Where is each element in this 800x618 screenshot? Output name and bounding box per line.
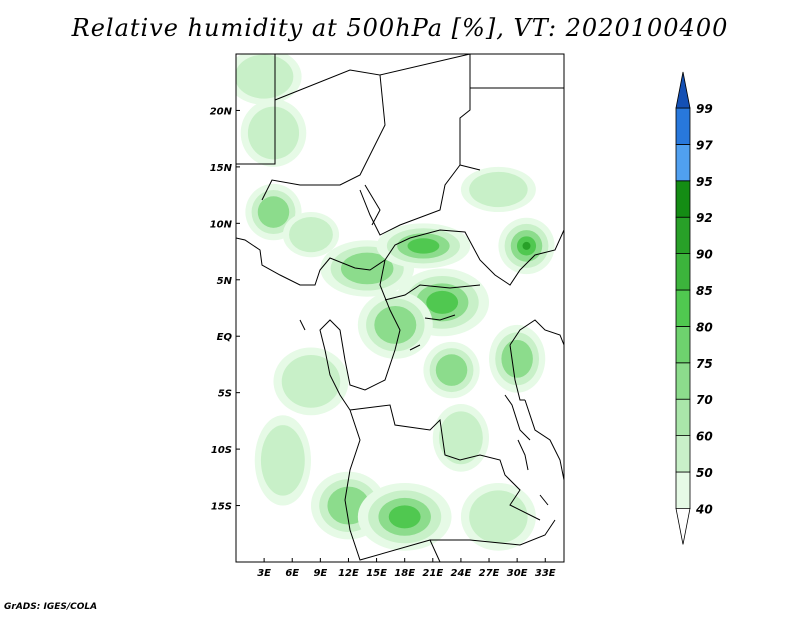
humidity-contour: [469, 490, 528, 544]
humidity-contour: [260, 425, 305, 496]
latitude-axis: 20N 15N 10N 5N EQ 5S 10S 15S: [210, 106, 240, 513]
y-tick-label: 10N: [210, 219, 233, 230]
x-tick-label: 21E: [422, 568, 443, 579]
humidity-contour: [247, 106, 300, 160]
y-tick-label: 5S: [218, 389, 232, 400]
colorbar-swatch: [675, 107, 691, 145]
colorbar-label: 50: [696, 466, 713, 480]
humidity-contour: [438, 411, 483, 465]
colorbar-label: 70: [696, 393, 713, 407]
colorbar-bottom-arrow: [675, 507, 691, 545]
longitude-axis: 3E 6E 9E 12E 15E 18E 21E 24E 27E 30E 33E: [257, 558, 556, 579]
y-tick-label: 15S: [211, 502, 232, 513]
colorbar-legend: 40 50 60 70 75 80 85 90 92 95 97 99: [675, 71, 713, 545]
humidity-contour: [374, 305, 417, 344]
humidity-contour: [469, 171, 528, 208]
colorbar-swatch: [675, 471, 691, 509]
x-tick-label: 27E: [479, 568, 500, 579]
colorbar-label: 90: [696, 248, 713, 262]
colorbar-label: 97: [696, 138, 713, 152]
colorbar-label: 99: [696, 102, 713, 116]
y-tick-label: 15N: [210, 163, 233, 174]
humidity-contour: [501, 339, 533, 378]
humidity-contour: [435, 354, 468, 386]
x-tick-label: 9E: [313, 568, 327, 579]
x-tick-label: 30E: [507, 568, 528, 579]
lake-outline: [299, 314, 549, 506]
x-tick-label: 18E: [394, 568, 415, 579]
colorbar-swatch: [675, 289, 691, 327]
x-tick-label: 6E: [285, 568, 299, 579]
humidity-contour: [407, 238, 440, 254]
colorbar-label: 60: [696, 430, 713, 444]
humidity-contour: [281, 354, 341, 408]
y-tick-label: EQ: [217, 332, 233, 343]
x-tick-label: 33E: [535, 568, 556, 579]
colorbar-label: 92: [696, 211, 713, 225]
border-line: [236, 229, 564, 411]
colorbar-swatch: [675, 216, 691, 254]
colorbar-label: 95: [696, 175, 713, 189]
colorbar-label: 80: [696, 320, 713, 334]
colorbar-swatch: [675, 435, 691, 473]
colorbar-swatch: [675, 398, 691, 437]
y-tick-label: 10S: [211, 445, 232, 456]
map-title: Relative humidity at 500hPa [%], VT: 202…: [71, 14, 729, 42]
y-tick-label: 5N: [217, 276, 233, 287]
humidity-contour: [426, 290, 459, 314]
country-borders: [236, 54, 564, 562]
colorbar-label: 75: [696, 357, 713, 371]
colorbar-label: 40: [695, 502, 713, 516]
humidity-contour: [522, 241, 531, 250]
x-tick-label: 3E: [257, 568, 271, 579]
humidity-contour: [340, 252, 394, 285]
border-line: [344, 319, 564, 562]
x-tick-label: 24E: [451, 568, 472, 579]
humidity-contour: [236, 54, 294, 99]
colorbar-swatch: [675, 325, 691, 364]
colorbar-top-arrow: [675, 71, 691, 109]
colorbar-label: 85: [696, 284, 713, 298]
software-credit: GrADS: IGES/COLA: [4, 602, 98, 612]
colorbar-swatch: [675, 253, 691, 291]
colorbar-swatch: [675, 180, 691, 218]
humidity-contour: [257, 196, 290, 228]
humidity-contour: [289, 217, 333, 253]
border-line: [236, 54, 564, 236]
x-tick-label: 15E: [366, 568, 387, 579]
y-tick-label: 20N: [210, 106, 233, 117]
humidity-contour: [388, 505, 421, 529]
colorbar-swatch: [675, 362, 691, 400]
map-frame: [235, 53, 565, 563]
x-tick-label: 12E: [338, 568, 359, 579]
colorbar-swatch: [675, 143, 691, 182]
